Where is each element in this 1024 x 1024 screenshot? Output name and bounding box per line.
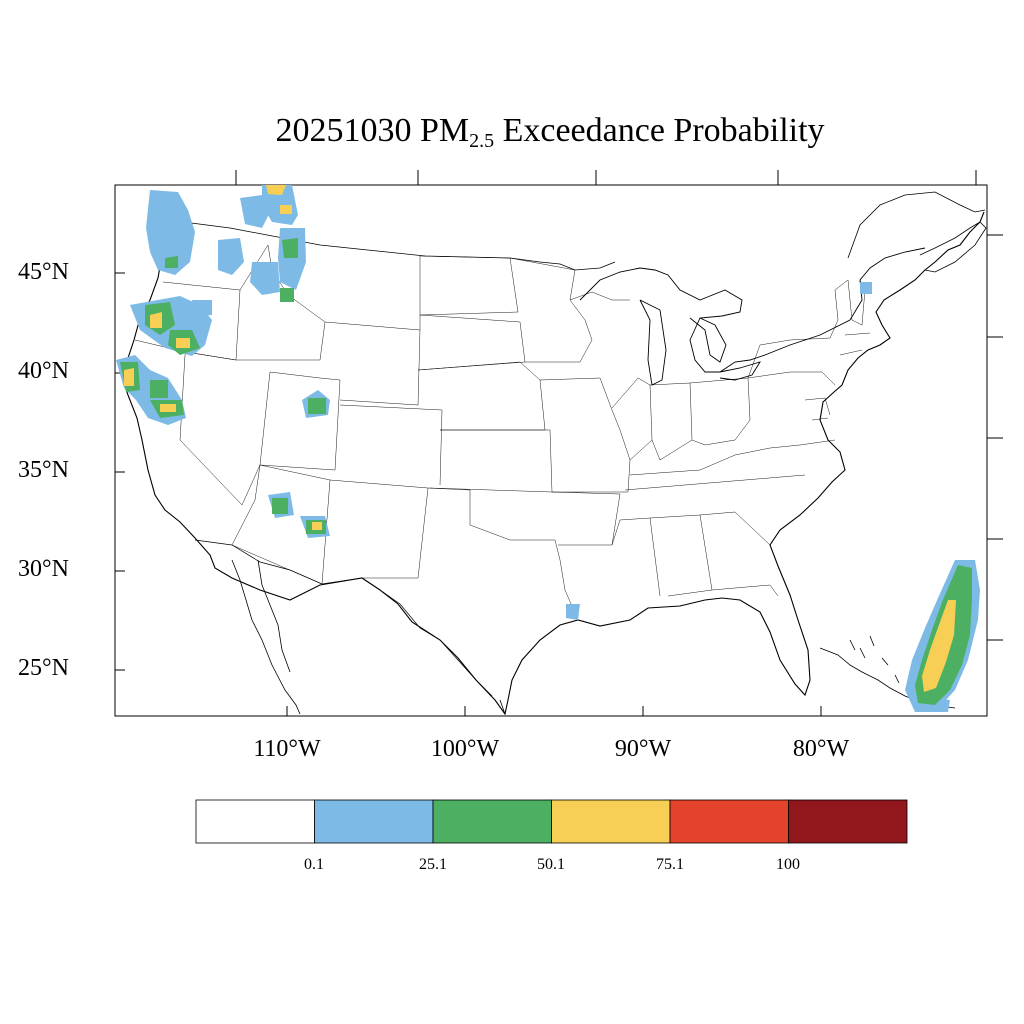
area-az-high (312, 522, 322, 530)
area-wa-moderate (165, 256, 178, 268)
area-id-moderate-2 (280, 288, 294, 302)
gulf-coast-mexico (499, 699, 506, 715)
title-rest: Exceedance Probability (502, 112, 825, 149)
title-pollutant: PM2.5 (419, 112, 495, 152)
lat-label-45: 45°N (18, 259, 69, 285)
mexico-border (194, 539, 493, 697)
area-id-moderate (282, 238, 298, 258)
lat-label-25: 25°N (18, 655, 69, 681)
colorbar (195, 799, 908, 844)
probability-high-areas (124, 185, 956, 692)
colorbar-box-2 (432, 799, 552, 844)
lon-label-110w: 110°W (253, 736, 321, 762)
title-pollutant-subscript: 2.5 (469, 130, 495, 152)
lon-label-90w: 90°W (614, 736, 672, 762)
baja-peninsula (231, 559, 301, 715)
colorbar-box-3 (551, 799, 671, 844)
area-or-high (150, 312, 162, 328)
us-coastline (120, 194, 985, 716)
lat-label-35: 35°N (18, 457, 69, 483)
great-lakes (579, 247, 926, 386)
area-or-high-2 (176, 338, 190, 348)
colorbar-label-4: 100 (776, 856, 800, 873)
area-bahamas-high (922, 600, 956, 692)
colorbar-label-1: 25.1 (419, 856, 447, 873)
colorbar-label-3: 75.1 (656, 856, 684, 873)
area-ca-high-2 (160, 404, 176, 412)
area-ut-moderate (308, 398, 326, 414)
cuba-bahamas-coast (819, 635, 956, 709)
area-ny-low (860, 282, 872, 294)
area-or-low-3 (192, 300, 212, 316)
colorbar-label-0: 0.1 (304, 856, 324, 873)
map-title: 20251030 PM2.5 Exceedance Probability (0, 112, 1024, 153)
colorbar-box-5 (788, 799, 908, 844)
area-wa-coast-low (146, 190, 195, 275)
area-id-high (280, 205, 292, 214)
lat-label-30: 30°N (18, 556, 69, 582)
state-borders (134, 244, 871, 621)
area-ca-moderate-2 (150, 380, 168, 398)
canada-border (167, 219, 616, 271)
area-or-low-1 (218, 238, 244, 275)
probability-low-areas (116, 185, 980, 712)
area-az-moderate (272, 498, 288, 514)
area-tx-low (566, 604, 580, 620)
colorbar-box-0 (195, 799, 315, 844)
northeast-canada-coast (847, 191, 987, 273)
title-date: 20251030 (275, 112, 412, 149)
axis-ticks (115, 170, 1003, 716)
area-id-north-high (266, 185, 286, 195)
lon-label-80w: 80°W (792, 736, 850, 762)
area-ca-high (124, 368, 134, 386)
area-id-low-2 (250, 262, 280, 295)
map-frame (114, 184, 988, 717)
area-id-low (278, 228, 306, 290)
lat-label-40: 40°N (18, 358, 69, 384)
colorbar-box-4 (669, 799, 789, 844)
colorbar-label-2: 50.1 (537, 856, 565, 873)
colorbar-box-1 (314, 799, 434, 844)
lon-label-100w: 100°W (430, 736, 500, 762)
